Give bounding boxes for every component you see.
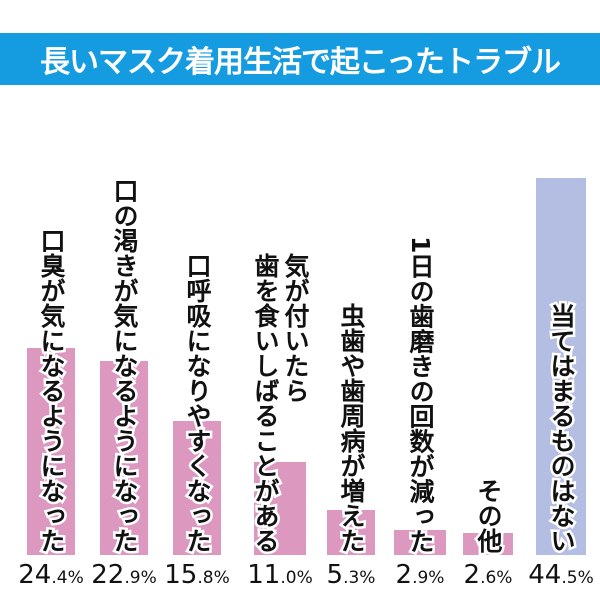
- bar: [254, 461, 306, 555]
- category-label-line: 気が付いたら: [279, 251, 313, 406]
- category-label-line: 虫歯や歯周病が増えた: [335, 301, 369, 556]
- bar: [536, 178, 586, 555]
- bar: [27, 348, 75, 555]
- bar: [394, 530, 446, 555]
- value-label: 24.4%: [18, 560, 84, 590]
- category-label: 当てはまるものはない: [545, 301, 579, 556]
- category-label: 口呼吸になりやすくなった: [181, 251, 215, 556]
- value-label: 2.9%: [395, 560, 445, 590]
- category-label-line: 1日の歯磨きの回数が減った: [404, 233, 438, 555]
- category-label-line: 歯を食いしばることがある: [249, 251, 283, 556]
- bar: [100, 360, 148, 555]
- bar: [327, 510, 375, 555]
- value-label: 5.3%: [326, 560, 376, 590]
- category-label-line: 当てはまるものはない: [545, 301, 579, 556]
- category-label: 1日の歯磨きの回数が減った: [404, 233, 438, 555]
- value-label: 2.6%: [463, 560, 513, 590]
- category-label-line: その他: [472, 476, 506, 556]
- bar: [463, 532, 513, 555]
- category-label-line: 口呼吸になりやすくなった: [181, 251, 215, 556]
- bar: [173, 421, 221, 555]
- category-label: 気が付いたら 歯を食いしばることがある: [249, 251, 313, 556]
- category-label: 口臭が気になるようになった: [35, 226, 69, 556]
- chart-title: 長いマスク着用生活で起こったトラブル: [0, 33, 600, 85]
- value-label: 22.9%: [91, 560, 157, 590]
- category-label: 口の渇きが気になるようになった: [108, 176, 142, 556]
- category-label: 虫歯や歯周病が増えた: [335, 301, 369, 556]
- category-label-line: 口臭が気になるようになった: [35, 226, 69, 556]
- value-label: 44.5%: [528, 560, 594, 590]
- category-label-line: 口の渇きが気になるようになった: [108, 176, 142, 556]
- category-label: その他: [472, 476, 506, 556]
- value-label: 15.8%: [164, 560, 230, 590]
- value-label: 11.0%: [247, 560, 313, 590]
